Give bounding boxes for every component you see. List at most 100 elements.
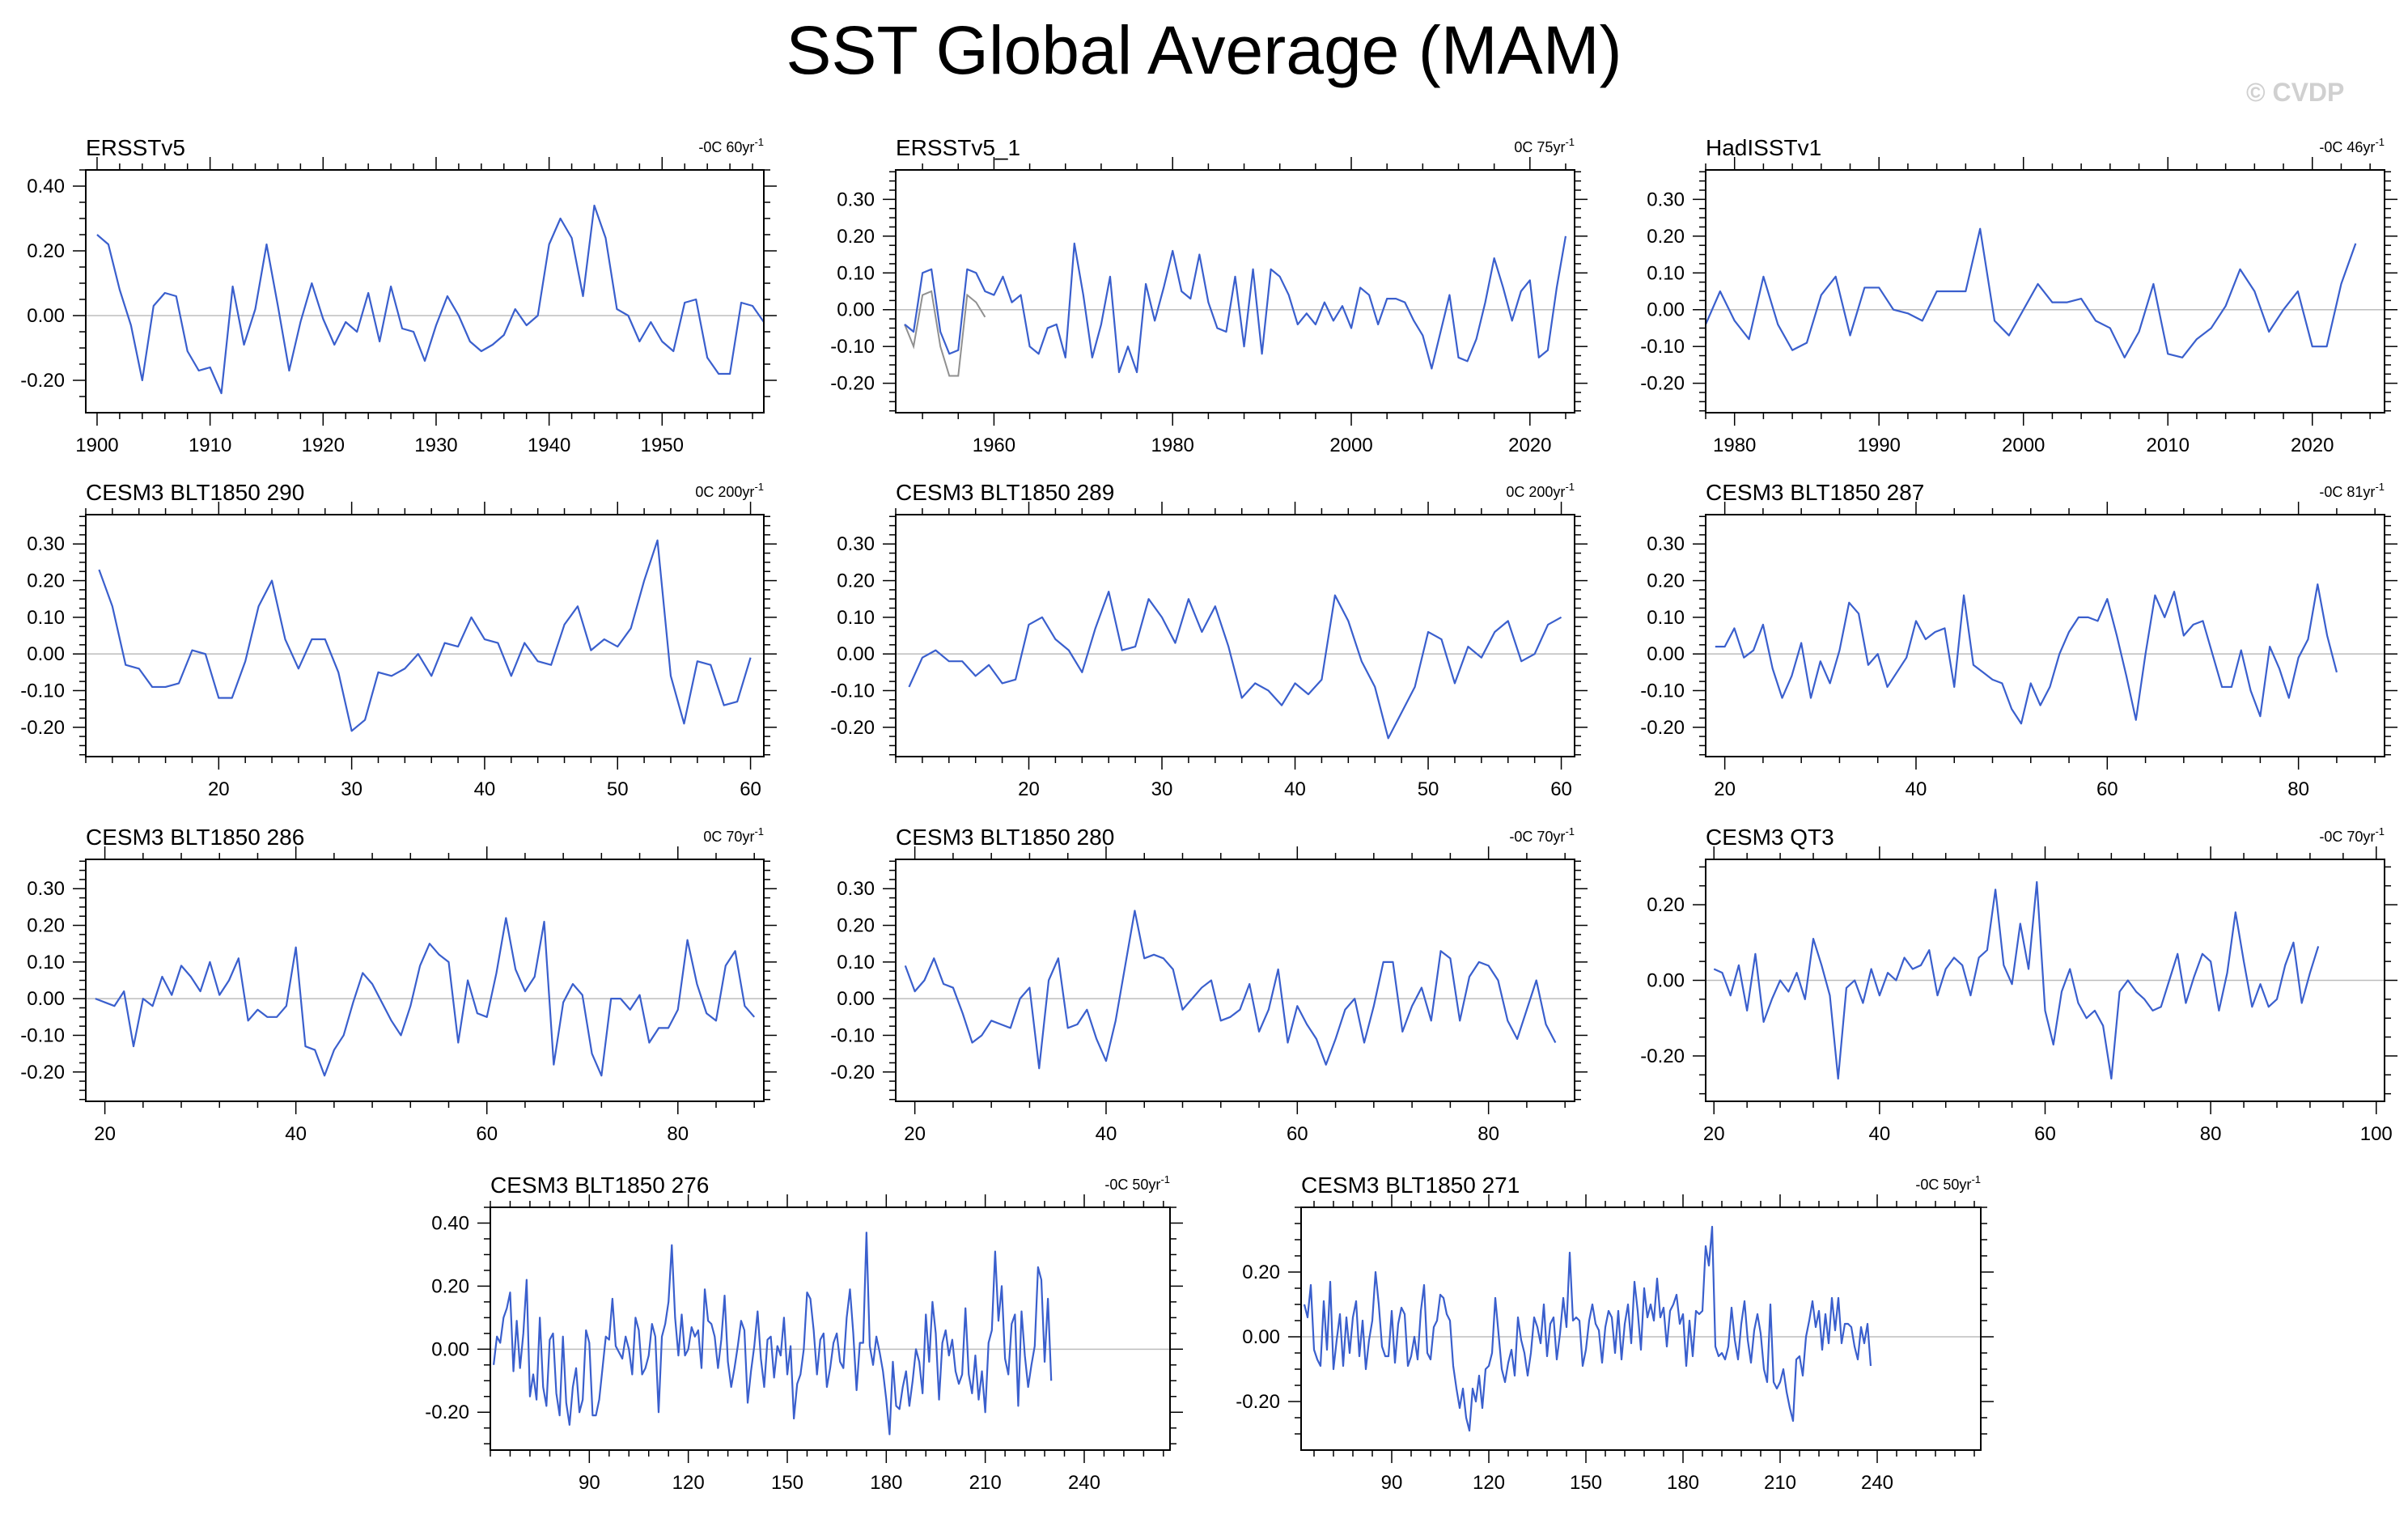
y-tick-label: 0.20 [27,570,65,592]
x-tick-label: 50 [607,778,629,800]
x-tick-label: 40 [1869,1123,1891,1145]
y-tick-label: 0.00 [1647,970,1685,992]
x-tick-label: 150 [1570,1472,1602,1494]
y-tick-label: 0.20 [837,915,875,937]
y-tick-label: 0.40 [27,176,65,197]
y-tick-label: 0.40 [431,1212,469,1234]
x-tick-label: 2020 [2291,435,2334,456]
y-tick-label: 0.20 [1647,894,1685,916]
y-tick-label: 0.00 [27,988,65,1010]
y-tick-label: -0.10 [20,680,65,702]
x-tick-label: 180 [870,1472,902,1494]
series-line [1303,1225,1872,1432]
panel-trend-label: 0C 200yr-1 [1506,481,1575,500]
panel-trend-label: -0C 60yr-1 [698,136,764,155]
panel-trend-label: 0C 200yr-1 [695,481,764,500]
y-tick-label: -0.10 [1640,680,1685,702]
trend-exponent: -1 [1565,825,1575,838]
trend-exponent: -1 [2375,825,2385,838]
plot-frame [1300,1207,1982,1451]
x-tick-label: 240 [1068,1472,1100,1494]
trend-exponent: -1 [1565,136,1575,148]
x-tick-label: 1990 [1858,435,1901,456]
panel-title: CESM3 BLT1850 289 [896,480,1114,505]
y-tick-label: 0.30 [1647,533,1685,555]
trend-exponent: -1 [1971,1173,1981,1185]
y-tick-label: 0.10 [27,607,65,629]
x-tick-label: 240 [1861,1472,1893,1494]
y-tick-label: -0.20 [20,1062,65,1084]
x-tick-label: 1960 [973,435,1015,456]
y-tick-label: 0.20 [1242,1262,1280,1283]
x-tick-label: 50 [1418,778,1439,800]
panel-trend-label: -0C 81yr-1 [2319,481,2385,500]
x-tick-label: 120 [1473,1472,1505,1494]
panel-trend-label: -0C 50yr-1 [1104,1173,1170,1193]
x-tick-label: 30 [1151,778,1173,800]
chart-panel-3: HadISSTv1 -0C 46yr-1 -0.20 -0.10 0.00 0.10 0.2… [1640,135,2397,456]
x-tick-label: 2010 [2147,435,2190,456]
chart-panel-7: CESM3 BLT1850 286 0C 70yr-1 -0.20 -0.10 0.00… [20,825,777,1145]
y-tick-label: 0.30 [837,878,875,900]
x-tick-label: 40 [1906,778,1927,800]
x-tick-label: 80 [1477,1123,1499,1145]
chart-panel-5: CESM3 BLT1850 289 0C 200yr-1 -0.20 -0.10 0.0… [830,480,1588,800]
x-tick-label: 1900 [75,435,118,456]
y-tick-label: 0.20 [27,915,65,937]
panel-trend-label: -0C 50yr-1 [1915,1173,1981,1193]
y-tick-label: -0.20 [1640,1045,1685,1067]
y-tick-label: 0.20 [1647,570,1685,592]
y-tick-label: -0.10 [1640,336,1685,358]
x-tick-label: 40 [1096,1123,1117,1145]
x-tick-label: 20 [1714,778,1736,800]
plot-frame [1705,169,2385,413]
y-tick-label: 0.00 [1242,1326,1280,1348]
y-tick-label: 0.20 [837,226,875,248]
trend-exponent: -1 [1565,481,1575,493]
panel-trend-label: -0C 70yr-1 [1509,825,1575,845]
x-tick-label: 80 [2287,778,2309,800]
y-tick-label: -0.20 [1640,717,1685,739]
x-tick-label: 60 [1287,1123,1308,1145]
x-tick-label: 100 [2360,1123,2393,1145]
chart-panel-2: ERSSTv5_1 0C 75yr-1 -0.20 -0.10 0.00 0.10 0.20… [830,135,1588,456]
chart-panel-1: ERSSTv5 -0C 60yr-1 -0.20 0.00 0.20 0.40 1900 19… [20,135,777,456]
x-tick-label: 80 [667,1123,689,1145]
plot-frame [1705,514,2385,757]
panel-title: CESM3 QT3 [1706,825,1834,850]
x-tick-label: 20 [1018,778,1040,800]
series-line [1704,227,2357,358]
y-tick-label: 0.00 [431,1338,469,1360]
trend-exponent: -1 [2375,136,2385,148]
series-line [1715,583,2338,725]
x-tick-label: 1980 [1713,435,1756,456]
panel-trend-label: -0C 70yr-1 [2319,825,2385,845]
y-tick-label: 0.10 [27,952,65,973]
panel-title: CESM3 BLT1850 280 [896,825,1114,850]
y-tick-label: 0.20 [27,240,65,262]
chart-panel-4: CESM3 BLT1850 290 0C 200yr-1 -0.20 -0.10 0.0… [20,480,777,800]
x-tick-label: 2000 [2002,435,2045,456]
x-tick-label: 60 [476,1123,498,1145]
y-tick-label: 0.10 [1647,607,1685,629]
x-tick-label: 1940 [528,435,570,456]
series-line [904,910,1557,1070]
series-line [904,235,1567,374]
y-tick-label: -0.10 [830,680,875,702]
series-line [908,591,1562,740]
plot-frame [895,169,1575,413]
x-tick-label: 40 [1284,778,1306,800]
panel-title: CESM3 BLT1850 286 [86,825,304,850]
series-line [492,1232,1053,1436]
panel-title: ERSSTv5_1 [896,135,1020,160]
y-tick-label: -0.10 [830,1024,875,1046]
y-tick-label: 0.10 [1647,262,1685,284]
series-line [96,204,765,395]
y-tick-label: 0.00 [1647,643,1685,665]
y-tick-label: 0.30 [837,189,875,210]
x-tick-label: 60 [2096,778,2118,800]
x-tick-label: 120 [672,1472,705,1494]
plot-frame [895,514,1575,757]
x-tick-label: 40 [285,1123,307,1145]
